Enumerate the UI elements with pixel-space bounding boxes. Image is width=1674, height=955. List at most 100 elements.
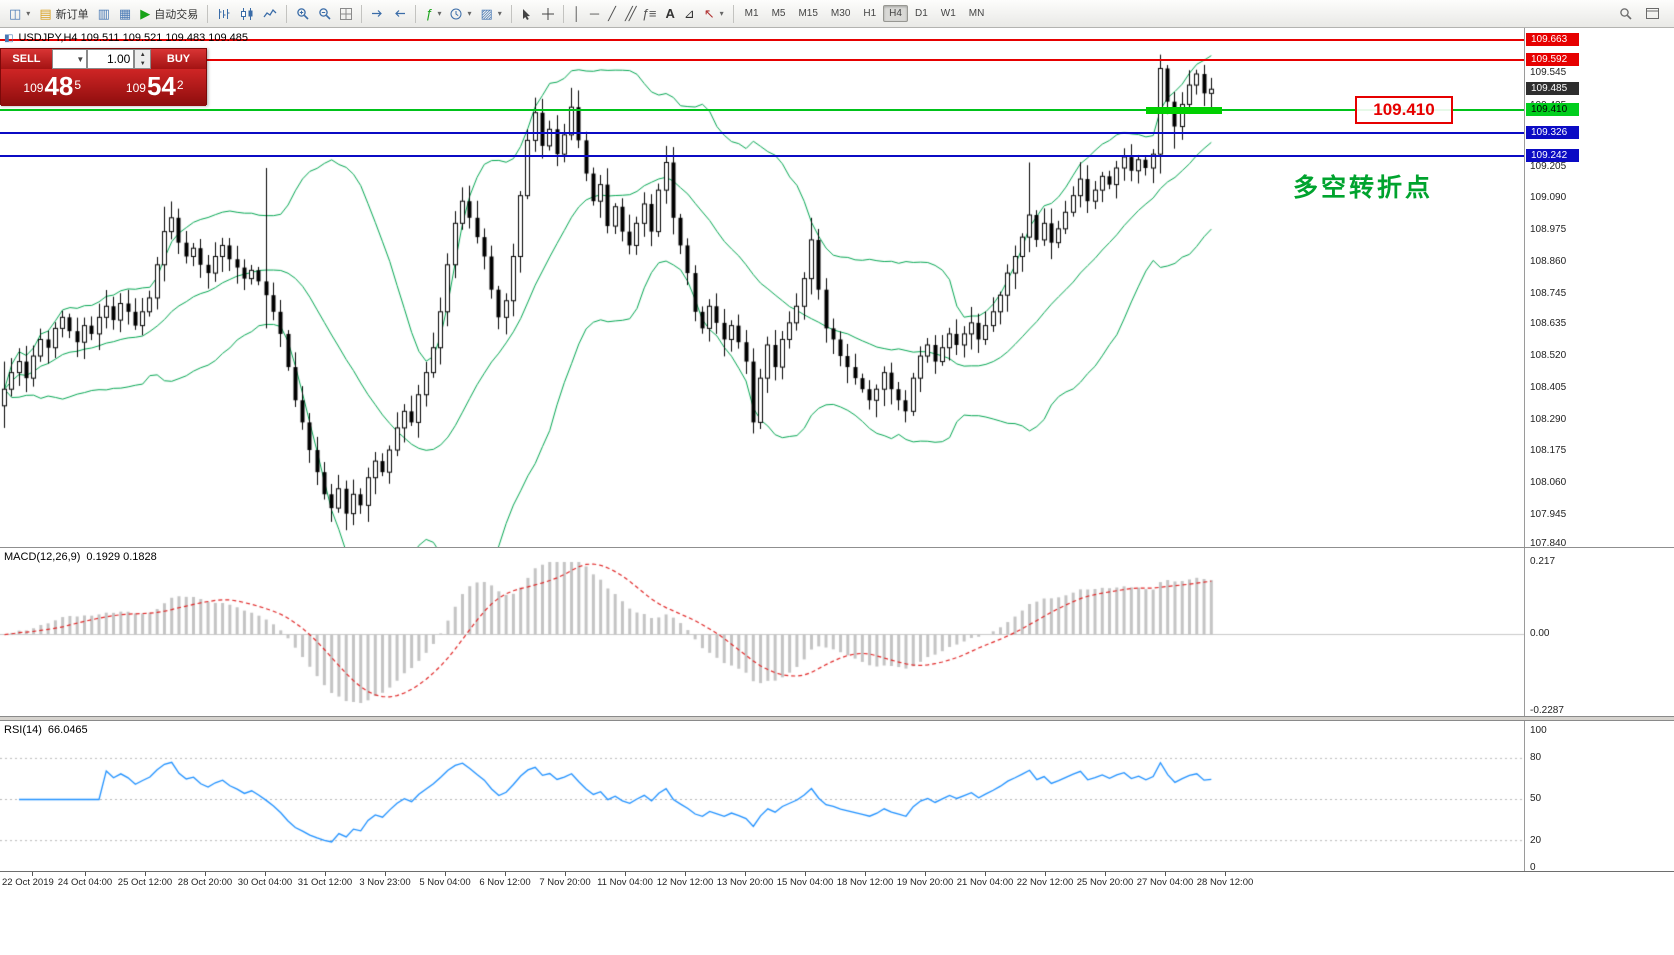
arrow-icon: ↖ [703,6,715,21]
volume-input[interactable] [87,49,135,69]
rsi-scale-50: 50 [1530,793,1542,804]
navigator-button[interactable]: ▦ [115,3,135,25]
timeframe-m15[interactable]: M15 [798,8,818,19]
one-click-trading-panel: SELL ▼ ▲ ▼ BUY 109 48 5 109 54 2 [0,48,207,106]
macd-canvas[interactable] [0,548,1524,716]
rsi-scale-80: 80 [1530,752,1542,763]
line-chart-button[interactable] [259,3,281,25]
rsi-name: RSI(14) [4,724,42,736]
search-button[interactable] [1615,3,1636,25]
volume-down-button[interactable]: ▼ [139,60,146,67]
macd-name: MACD(12,26,9) [4,551,81,563]
window-list-button[interactable] [1642,3,1663,25]
timeframe-d1[interactable]: D1 [914,8,928,19]
auto-scroll-button[interactable] [367,3,388,25]
panel-separator[interactable] [0,716,1674,721]
time-axis-tick [85,872,86,876]
vertical-line-icon: │ [572,6,581,21]
toolbar-separator [562,4,564,23]
macd-axis[interactable]: 0.217 0.00 -0.2287 [1524,548,1674,716]
price-chart-panel: ◧ USDJPY,H4 109.511 109.521 109.483 109.… [0,28,1674,550]
timeframe-mn[interactable]: MN [968,8,985,19]
templates-icon: ▨ [480,6,493,21]
horizontal-line-tool[interactable]: ─ [586,3,603,25]
price-axis-label: 107.840 [1530,538,1567,550]
green-horizontal-line[interactable] [0,108,1524,111]
buy-price-prefix: 109 [125,81,146,96]
chevron-down-icon: ▾ [467,9,472,18]
time-axis-tick [205,872,206,876]
panel-separator[interactable] [0,547,1674,548]
price-axis[interactable]: 109.545109.425109.205109.090108.975108.8… [1524,28,1674,550]
chart-title-text: USDJPY,H4 109.511 109.521 109.483 109.48… [18,32,249,44]
chart-shift-button[interactable] [389,3,410,25]
macd-label: MACD(12,26,9) 0.1929 0.1828 [4,551,157,563]
tile-windows-button[interactable] [336,3,356,25]
timeframe-m30[interactable]: M30 [830,8,851,19]
crosshair-tool-button[interactable] [538,3,558,25]
red-horizontal-line[interactable] [0,58,1524,61]
arrows-tool[interactable]: ↖ ▾ [700,3,728,25]
time-axis-tick [265,872,266,876]
timeframe-w1[interactable]: W1 [940,8,956,19]
time-axis-tick [925,872,926,876]
text-label-tool[interactable]: ⊿ [680,3,699,25]
trendline-tool[interactable]: ╱ [604,3,620,25]
new-chart-button[interactable]: ◫ ▾ [5,3,34,25]
window-list-icon [1646,8,1659,19]
auto-trading-button[interactable]: ▶ 自动交易 [136,3,202,25]
new-order-button[interactable]: ▤ 新订单 [35,3,92,25]
vertical-line-tool[interactable]: │ [569,3,585,25]
text-tool[interactable]: A [661,3,678,25]
sell-button[interactable]: 109 48 5 [1,73,104,103]
rsi-canvas[interactable] [0,721,1524,871]
thick-green-line[interactable] [1146,106,1222,114]
time-axis-tick [685,872,686,876]
timeframe-m5[interactable]: M5 [771,8,786,19]
blue-horizontal-line[interactable] [0,155,1524,158]
volume-up-button[interactable]: ▲ [139,51,146,58]
time-axis[interactable]: 22 Oct 2019 24 Oct 04:00 25 Oct 12:00 28 Oc… [0,871,1674,955]
buy-button[interactable]: 109 54 2 [104,73,207,103]
periods-button[interactable]: ▾ [446,3,475,25]
cursor-tool-button[interactable] [517,3,537,25]
rsi-label: RSI(14) 66.0465 [4,724,88,736]
time-axis-label: 28 Nov 12:00 [1196,877,1254,888]
time-axis-tick [985,872,986,876]
price-axis-label: 109.205 [1530,160,1567,172]
time-axis-tick [325,872,326,876]
channel-tool[interactable]: ╱╱ [621,3,637,25]
volume-preset-dropdown[interactable]: ▼ [51,49,88,69]
bar-chart-button[interactable] [213,3,235,25]
time-axis-label: 30 Oct 04:00 [237,877,293,888]
timeframe-h4[interactable]: H4 [883,5,908,22]
new-order-label: 新订单 [55,8,89,21]
chart-shift-icon [395,10,406,17]
fibonacci-tool[interactable]: ƒ≡ [638,3,661,25]
price-axis-label: 107.945 [1530,509,1567,521]
price-axis-label: 108.635 [1530,318,1567,330]
price-chart-canvas[interactable] [0,28,1524,547]
zoom-in-button[interactable] [292,3,313,25]
sell-header[interactable]: SELL [1,49,52,69]
pivot-annotation[interactable]: 多空转折点 [1293,174,1434,202]
timeframe-m1[interactable]: M1 [744,8,759,19]
price-level-box[interactable]: 109.410 [1355,96,1453,124]
horizontal-line-icon: ─ [589,6,600,21]
zoom-out-button[interactable] [314,3,335,25]
chevron-down-icon: ▾ [437,9,442,18]
price-axis-label: 108.060 [1530,477,1567,489]
rsi-axis[interactable]: 100 80 50 20 0 [1524,721,1674,873]
time-axis-label: 15 Nov 04:00 [776,877,834,888]
buy-header[interactable]: BUY [151,49,207,69]
red-horizontal-line[interactable] [0,39,1524,41]
blue-horizontal-line[interactable] [0,132,1524,135]
templates-button[interactable]: ▨ ▾ [476,3,505,25]
indicators-button[interactable]: ƒ ▾ [421,3,445,25]
candlestick-chart-button[interactable] [236,3,258,25]
time-axis-tick [32,872,33,876]
time-axis-tick [1225,872,1226,876]
timeframe-h1[interactable]: H1 [863,8,877,19]
buy-price-sup: 2 [176,77,184,92]
market-watch-button[interactable]: ▥ [94,3,114,25]
